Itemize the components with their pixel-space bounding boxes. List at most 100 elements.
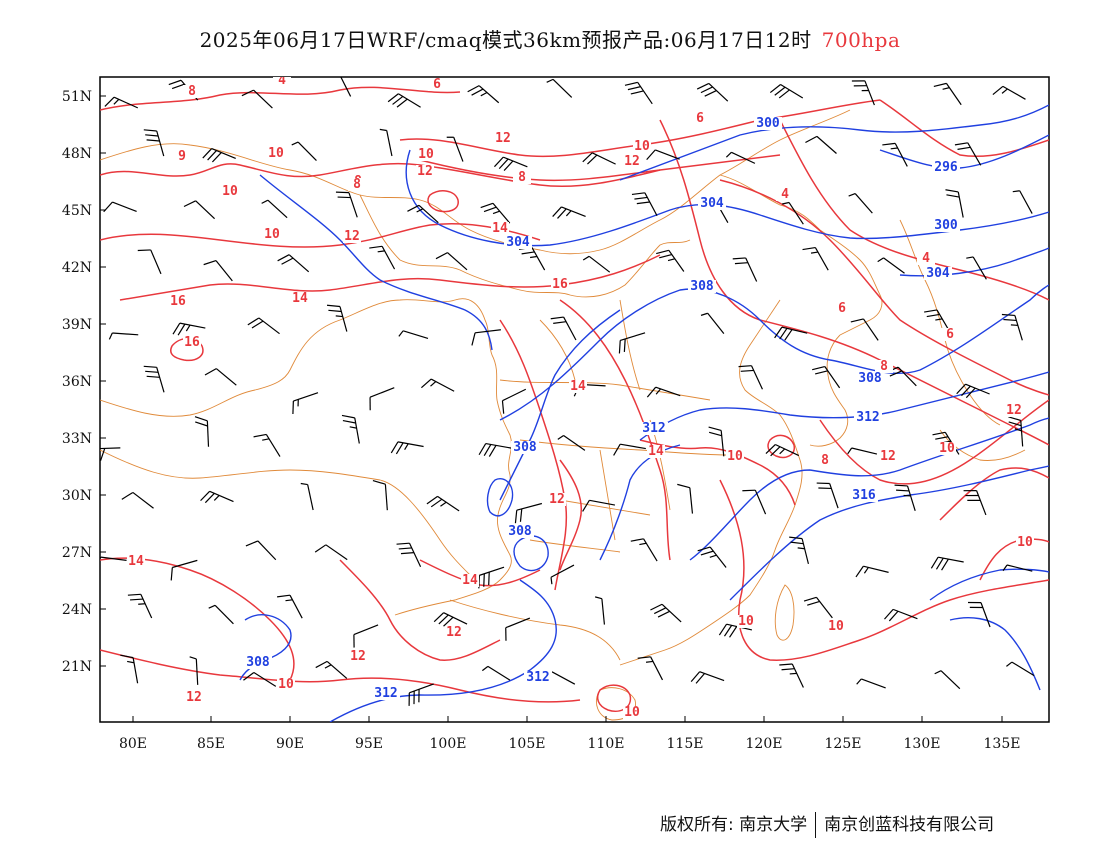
temperature-label-bg: [169, 295, 187, 308]
wind-barb: [100, 447, 121, 461]
latitude-tick-label: 45N: [62, 203, 92, 219]
copyright-right: 南京创蓝科技有限公司: [824, 815, 995, 835]
temperature-label-bg: [173, 150, 191, 163]
wind-barb: [292, 392, 319, 415]
korea-coast: [809, 334, 849, 447]
temperature-contour-label: 6: [696, 111, 704, 126]
height-contour-label: 312: [526, 670, 549, 685]
height-contour-label: 300: [934, 218, 958, 233]
temperature-contour-line: [779, 119, 1049, 301]
longitude-tick-label: 125E: [825, 736, 862, 752]
wind-barb: [802, 246, 829, 271]
temperature-label-bg: [647, 445, 665, 458]
longitude-tick-label: 130E: [904, 736, 941, 752]
wind-barb: [291, 141, 317, 161]
temperature-contour-label: 6: [946, 327, 954, 342]
height-label-bg: [754, 117, 782, 130]
height-contour-label: 300: [756, 116, 780, 131]
wind-barb: [243, 671, 277, 687]
wind-barb: [369, 245, 396, 270]
temperature-contour-label: 10: [222, 184, 238, 199]
temperature-label-bg: [551, 278, 569, 291]
temperature-contour-label: 16: [184, 335, 200, 350]
wind-barb: [426, 495, 460, 512]
temperature-contour-label: 8: [353, 177, 361, 192]
wind-barb: [646, 149, 680, 161]
wind-barb: [505, 617, 531, 641]
map-frame: [99, 76, 1050, 723]
temperature-label-bg: [513, 171, 531, 184]
wind-barb: [315, 660, 348, 679]
wind-barb: [677, 483, 694, 514]
wind-barb: [856, 678, 886, 689]
wind-barb: [387, 93, 421, 108]
temperature-contour-line: [659, 119, 1049, 446]
wind-barb: [630, 538, 658, 562]
temperature-contour-label: 14: [128, 554, 144, 569]
temperature-contour-label: 14: [462, 573, 478, 588]
temperature-label-bg: [348, 178, 366, 191]
temperature-label-bg: [938, 442, 956, 455]
height-contour-label: 316: [852, 488, 876, 503]
wind-barb: [1002, 564, 1033, 572]
wind-barb: [582, 152, 616, 165]
wind-barb: [945, 189, 964, 218]
longitude-tick-label: 95E: [355, 736, 383, 752]
tibet-border: [100, 449, 471, 576]
temperature-contour-label: 10: [264, 227, 280, 242]
temperature-contour-label: 10: [828, 619, 844, 634]
wind-barb: [340, 77, 352, 97]
wind-barb: [247, 317, 280, 335]
wind-barb: [143, 365, 165, 393]
wind-barb: [882, 142, 908, 167]
temperature-contour-label: 4: [278, 73, 286, 88]
temperature-contour-label: 16: [552, 277, 568, 292]
temperature-label-bg: [879, 450, 897, 463]
height-contour-line: [513, 535, 549, 572]
temperature-contour-label: 4: [922, 251, 930, 266]
temperature-label-bg: [183, 85, 201, 98]
temperature-label-bg: [273, 77, 291, 87]
wind-barb: [618, 332, 646, 354]
wind-barb: [353, 624, 379, 648]
wind-barb: [421, 378, 455, 392]
temperature-label-bg: [263, 228, 281, 241]
temperature-label-bg: [343, 230, 361, 243]
wind-barb: [208, 604, 234, 625]
height-contour-label: 304: [926, 266, 950, 281]
temperature-contour-label: 10: [727, 449, 743, 464]
wind-barb: [204, 368, 237, 386]
height-contour-line: [486, 478, 514, 517]
wind-barb: [202, 148, 236, 163]
temperature-label-bg: [267, 147, 285, 160]
wind-barb: [1012, 190, 1033, 214]
temperature-label-bg: [461, 574, 479, 587]
wind-barb: [326, 304, 348, 332]
wind-barb: [708, 426, 725, 457]
temperature-contour-label: 10: [278, 677, 294, 692]
temperature-contour-line: [339, 559, 501, 661]
temperature-contour-line: [559, 459, 582, 571]
wind-barb: [966, 256, 987, 280]
height-label-bg: [924, 267, 952, 280]
temperature-contour-label: 8: [188, 84, 196, 99]
height-contour-line: [499, 284, 1049, 421]
temperature-label-bg: [291, 292, 309, 305]
temperature-contour-label: 14: [492, 221, 508, 236]
wind-barb: [851, 80, 875, 106]
wind-barb: [335, 191, 358, 218]
wind-barb: [697, 546, 727, 568]
temperature-contour-line: [767, 434, 795, 459]
wind-barb: [934, 670, 961, 690]
temperature-contour-line: [427, 190, 459, 213]
temperature-label-bg: [445, 626, 463, 639]
temperature-contour-label: 12: [417, 164, 433, 179]
temperature-contour-label: 12: [495, 131, 511, 146]
height-contour-label: 304: [506, 235, 530, 250]
temperature-label-bg: [127, 555, 145, 568]
longitude-tick-label: 100E: [430, 736, 467, 752]
temperature-label-bg: [221, 185, 239, 198]
height-contour-label: 312: [856, 410, 879, 425]
temperature-label-bg: [917, 252, 935, 265]
